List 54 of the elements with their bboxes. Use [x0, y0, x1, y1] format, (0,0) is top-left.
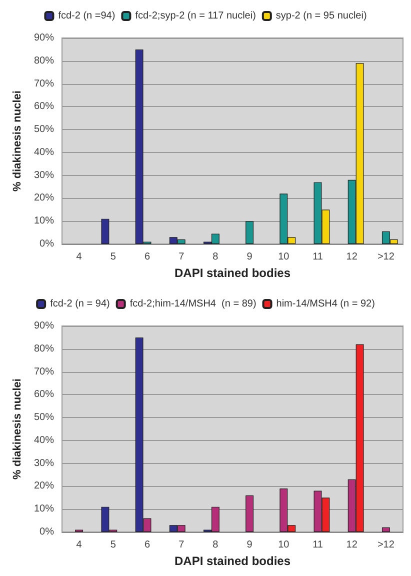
x-tick-label: 11	[312, 540, 324, 550]
x-axis-title: DAPI stained bodies	[174, 554, 291, 568]
legend-label: him-14/MSH4 (n = 92)	[276, 298, 375, 310]
x-tick-label: 11	[312, 252, 324, 262]
y-tick-label: 20%	[34, 480, 54, 492]
y-tick-label: 50%	[34, 412, 54, 424]
bar	[246, 495, 254, 532]
x-tick-label: 5	[110, 252, 116, 262]
legend-label: syp-2 (n = 95 nuclei)	[276, 10, 367, 22]
x-tick-label: 6	[144, 540, 150, 550]
y-tick-label: 80%	[34, 343, 54, 354]
y-tick-label: 0%	[40, 238, 54, 250]
y-tick-label: 60%	[34, 389, 54, 400]
y-tick-label: 90%	[34, 32, 54, 44]
y-tick-label: 30%	[34, 458, 54, 469]
x-tick-label: 9	[246, 540, 253, 550]
x-tick-label: 12	[346, 252, 358, 262]
y-tick-label: 50%	[34, 124, 54, 136]
x-tick-label: 10	[278, 252, 290, 262]
y-tick-label: 30%	[34, 170, 54, 181]
y-tick-label: 0%	[40, 526, 54, 538]
bar	[246, 221, 254, 244]
y-tick-label: 10%	[34, 216, 54, 227]
x-tick-label: 7	[178, 540, 185, 550]
x-tick-label: 6	[144, 252, 150, 262]
y-tick-label: 70%	[34, 78, 54, 90]
x-tick-label: 4	[76, 540, 82, 550]
x-tick-label: 10	[278, 540, 290, 550]
y-tick-label: 10%	[34, 504, 54, 515]
y-axis-title: % diakinesis nuclei	[12, 378, 24, 480]
y-tick-label: 40%	[34, 146, 54, 158]
x-tick-label: 5	[110, 540, 116, 550]
legend-label: fcd-2;syp-2 (n = 117 nuclei)	[135, 10, 256, 22]
y-tick-label: 60%	[34, 101, 54, 112]
bar	[101, 218, 110, 244]
y-tick-label: 70%	[34, 366, 54, 378]
x-tick-label: 9	[246, 252, 253, 262]
x-axis-title: DAPI stained bodies	[174, 266, 291, 280]
y-tick-label: 20%	[34, 192, 54, 204]
x-tick-label: >12	[377, 252, 395, 262]
y-tick-label: 90%	[34, 320, 54, 332]
x-tick-label: 12	[346, 540, 358, 550]
y-tick-label: 80%	[34, 55, 54, 66]
y-tick-label: 40%	[34, 434, 54, 446]
legend-label: fcd-2 (n =94)	[58, 10, 116, 22]
y-axis-title: % diakinesis nuclei	[12, 90, 24, 192]
x-tick-label: 8	[212, 252, 219, 262]
legend-label: fcd-2 (n = 94)	[50, 298, 110, 310]
legend-label: fcd-2;him-14/MSH4 (n = 89)	[130, 298, 256, 310]
x-tick-label: >12	[377, 540, 395, 550]
x-tick-label: 8	[212, 540, 219, 550]
x-tick-label: 7	[178, 252, 185, 262]
x-tick-label: 4	[76, 252, 82, 262]
bar	[382, 527, 390, 532]
